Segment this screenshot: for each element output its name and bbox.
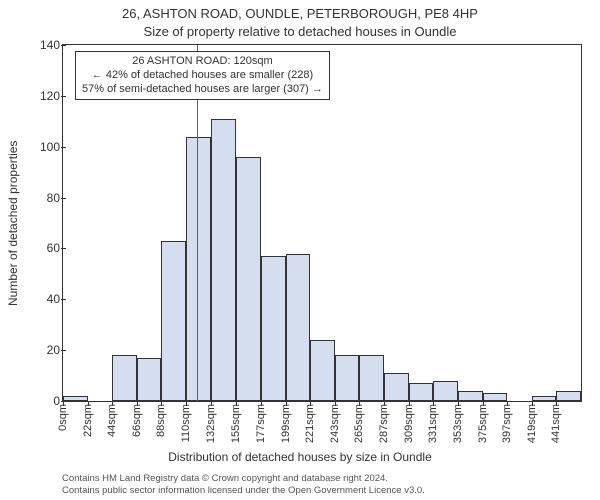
y-tick: 20: [24, 343, 60, 357]
x-tick: 110sqm: [180, 404, 192, 442]
histogram-bar: [556, 391, 581, 401]
x-tick-mark: [186, 401, 187, 406]
histogram-bar: [236, 157, 261, 401]
histogram-bar: [384, 373, 409, 401]
x-tick-mark: [137, 401, 138, 406]
x-tick-mark: [507, 401, 508, 406]
histogram-bar: [286, 254, 311, 401]
histogram-bar: [211, 119, 237, 401]
histogram-bar: [359, 355, 384, 401]
x-tick-mark: [384, 401, 385, 406]
y-tick: 60: [24, 241, 60, 255]
x-tick: 441sqm: [550, 404, 562, 443]
x-tick-mark: [359, 401, 360, 406]
x-tick: 132sqm: [205, 404, 217, 443]
x-tick: 221sqm: [304, 404, 316, 443]
x-tick-mark: [211, 401, 212, 406]
x-tick-mark: [236, 401, 237, 406]
histogram-bar: [161, 241, 186, 401]
footer-attribution: Contains HM Land Registry data © Crown c…: [62, 473, 425, 496]
x-axis-label: Distribution of detached houses by size …: [0, 450, 600, 464]
x-tick: 0sqm: [57, 404, 69, 431]
annotation-box: 26 ASHTON ROAD: 120sqm← 42% of detached …: [75, 51, 330, 100]
annotation-line: 26 ASHTON ROAD: 120sqm: [82, 55, 323, 69]
x-tick-mark: [310, 401, 311, 406]
footer-line-1: Contains HM Land Registry data © Crown c…: [62, 473, 425, 484]
x-tick: 44sqm: [106, 404, 118, 437]
histogram-bar: [458, 391, 483, 401]
x-tick-mark: [63, 401, 64, 406]
histogram-bar: [261, 256, 286, 401]
histogram-bar: [112, 355, 137, 401]
chart-title-address: 26, ASHTON ROAD, OUNDLE, PETERBOROUGH, P…: [0, 6, 600, 21]
chart-title-desc: Size of property relative to detached ho…: [0, 24, 600, 39]
histogram-bar: [137, 358, 162, 401]
x-tick-mark: [335, 401, 336, 406]
histogram-bar: [532, 396, 557, 401]
x-tick: 66sqm: [131, 404, 143, 437]
x-tick: 155sqm: [230, 404, 242, 443]
x-tick-mark: [161, 401, 162, 406]
histogram-bar: [409, 383, 434, 401]
y-axis-label: Number of detached properties: [6, 140, 20, 305]
x-tick: 353sqm: [452, 404, 464, 443]
annotation-line: 57% of semi-detached houses are larger (…: [82, 83, 323, 97]
x-tick-mark: [112, 401, 113, 406]
x-tick: 177sqm: [255, 404, 267, 443]
plot-area: 26 ASHTON ROAD: 120sqm← 42% of detached …: [62, 44, 582, 402]
x-tick-mark: [433, 401, 434, 406]
x-tick-mark: [458, 401, 459, 406]
x-tick: 265sqm: [353, 404, 365, 443]
y-tick: 80: [24, 191, 60, 205]
x-tick-mark: [409, 401, 410, 406]
annotation-line: ← 42% of detached houses are smaller (22…: [82, 69, 323, 83]
y-tick: 40: [24, 292, 60, 306]
x-tick-mark: [261, 401, 262, 406]
x-tick-mark: [556, 401, 557, 406]
x-tick-mark: [88, 401, 89, 406]
histogram-bar: [483, 393, 508, 401]
x-tick: 243sqm: [329, 404, 341, 443]
histogram-bar: [335, 355, 360, 401]
x-tick-mark: [532, 401, 533, 406]
x-tick: 397sqm: [501, 404, 513, 443]
histogram-bar: [310, 340, 335, 401]
y-tick: 120: [24, 89, 60, 103]
x-tick-mark: [483, 401, 484, 406]
x-tick: 375sqm: [477, 404, 489, 443]
x-tick: 199sqm: [280, 404, 292, 443]
histogram-bar: [433, 381, 458, 401]
x-tick: 419sqm: [526, 404, 538, 443]
x-tick-mark: [286, 401, 287, 406]
x-tick: 287sqm: [378, 404, 390, 443]
y-tick: 100: [24, 140, 60, 154]
y-tick: 140: [24, 38, 60, 52]
histogram-bar: [63, 396, 88, 401]
histogram-bar: [186, 137, 211, 401]
y-tick: 0: [24, 394, 60, 408]
x-tick: 22sqm: [82, 404, 94, 437]
footer-line-2: Contains public sector information licen…: [62, 485, 425, 496]
x-tick: 88sqm: [155, 404, 167, 437]
x-tick: 309sqm: [403, 404, 415, 443]
x-tick: 331sqm: [427, 404, 439, 443]
